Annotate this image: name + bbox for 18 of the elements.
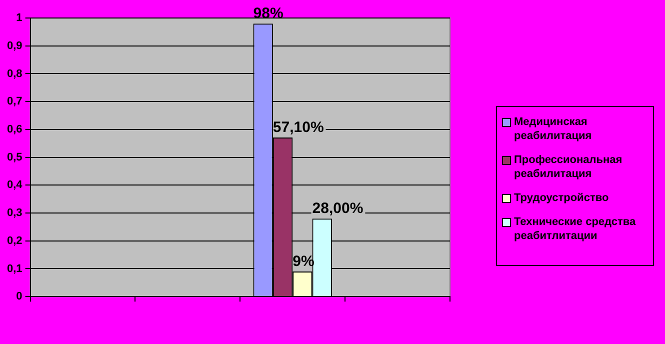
y-tick-label: 1 xyxy=(16,12,22,24)
data-label: 98% xyxy=(253,5,284,22)
y-tick-label: 0,9 xyxy=(6,40,22,52)
legend-label: Профессиональная реабилитация xyxy=(514,153,624,181)
y-tick-label: 0,8 xyxy=(6,68,22,80)
data-label: 57,10% xyxy=(272,119,324,136)
y-tick-label: 0,7 xyxy=(6,96,22,108)
legend-label: Трудоустройство xyxy=(514,191,609,205)
y-tick-label: 0,6 xyxy=(6,123,22,136)
y-tick-label: 0,5 xyxy=(6,151,22,164)
data-label: 28,00% xyxy=(312,200,364,218)
y-tick-label: 0 xyxy=(16,290,22,303)
legend-label: Медицинская реабилитация xyxy=(514,115,593,143)
y-tick-label: 0,1 xyxy=(6,262,22,275)
y-tick-label: 0,3 xyxy=(6,207,22,220)
y-tick-label: 0,2 xyxy=(6,234,22,247)
y-tick-label: 0,4 xyxy=(6,179,24,192)
legend-label: Технические средства реабитлитации xyxy=(514,215,637,243)
